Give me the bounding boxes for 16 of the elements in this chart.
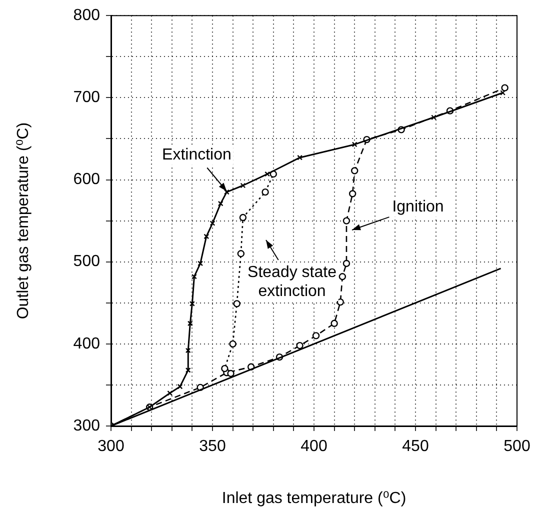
y-tick-label: 400 xyxy=(73,335,100,352)
x-tick-label: 400 xyxy=(300,438,328,456)
y-tick-label: 500 xyxy=(73,253,100,270)
annotation: Extinction xyxy=(162,146,232,164)
y-tick-label: 700 xyxy=(73,89,100,106)
x-tick-label: 450 xyxy=(402,438,429,456)
annotation: Ignition xyxy=(392,198,444,216)
x-axis-title: Inlet gas temperature (⁰C) xyxy=(222,490,406,507)
y-tick-label: 600 xyxy=(73,171,100,188)
x-tick-label: 350 xyxy=(199,438,226,456)
y-tick-label: 300 xyxy=(73,417,100,434)
annotation: Steady state extinction xyxy=(248,264,337,300)
y-axis-title: Outlet gas temperature (⁰C) xyxy=(15,122,32,320)
x-tick-label: 500 xyxy=(504,438,530,456)
y-tick-label: 800 xyxy=(73,7,100,24)
x-tick-label: 300 xyxy=(98,438,124,456)
